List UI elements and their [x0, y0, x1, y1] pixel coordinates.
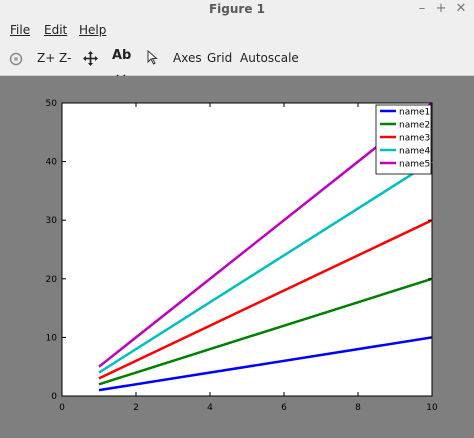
y-tick-label: 30: [46, 216, 58, 226]
y-tick-label: 0: [51, 392, 57, 402]
x-tick-label: 2: [133, 403, 139, 413]
y-tick-label: 10: [46, 333, 58, 343]
menu-bar: File Edit Help: [0, 20, 474, 42]
zoom-in-button[interactable]: Z+: [37, 51, 56, 65]
menu-help-label: Help: [79, 23, 107, 37]
menu-file-label: File: [10, 23, 31, 37]
menu-edit-label: Edit: [44, 23, 68, 37]
legend-label: name2: [399, 121, 430, 131]
x-tick-label: 8: [355, 403, 361, 413]
autoscale-button[interactable]: Autoscale: [240, 51, 299, 65]
x-tick-label: 10: [426, 403, 438, 413]
figure-canvas[interactable]: 0 2 4 6 8 10 0 10 20 30 40 50 name1 name2 name3 name4 n…: [0, 76, 474, 438]
series-line-name3: [98, 219, 433, 380]
legend: name1 name2 name3 name4 name5: [375, 104, 432, 175]
window-title: Figure 1: [208, 2, 266, 16]
y-tick-label: 20: [46, 275, 58, 285]
legend-label: name3: [399, 134, 430, 144]
title-bar: Figure 1 – + ✕: [0, 0, 474, 20]
legend-label: name4: [399, 147, 431, 157]
series-line-name2: [98, 277, 433, 386]
y-tick-label: 40: [46, 158, 58, 168]
toolbar: Z+ Z- Ab Axes Grid Autoscale: [0, 42, 474, 80]
menu-file[interactable]: File: [10, 23, 30, 37]
x-tick-label: 6: [281, 403, 287, 413]
camera-icon[interactable]: [9, 51, 23, 70]
pointer-icon[interactable]: [147, 49, 158, 69]
grid-button[interactable]: Grid: [207, 51, 233, 65]
x-tick-label: 4: [207, 403, 213, 413]
zoom-out-button[interactable]: Z-: [59, 51, 72, 65]
minimize-button[interactable]: –: [418, 1, 426, 16]
axes-button[interactable]: Axes: [173, 51, 202, 65]
menu-help[interactable]: Help: [79, 23, 106, 37]
series-line-name4: [98, 160, 433, 374]
text-tool-button[interactable]: Ab: [112, 48, 132, 63]
maximize-button[interactable]: +: [435, 1, 447, 16]
y-tick-label: 50: [46, 99, 58, 109]
legend-label: name5: [399, 160, 430, 170]
tick-layer: 0 2 4 6 8 10 0 10 20 30 40 50: [46, 99, 438, 413]
move-icon[interactable]: [83, 51, 98, 70]
series-line-name1: [98, 336, 433, 392]
legend-label: name1: [399, 108, 430, 118]
x-tick-label: 0: [59, 403, 65, 413]
close-button[interactable]: ✕: [455, 1, 467, 16]
menu-edit[interactable]: Edit: [44, 23, 67, 37]
